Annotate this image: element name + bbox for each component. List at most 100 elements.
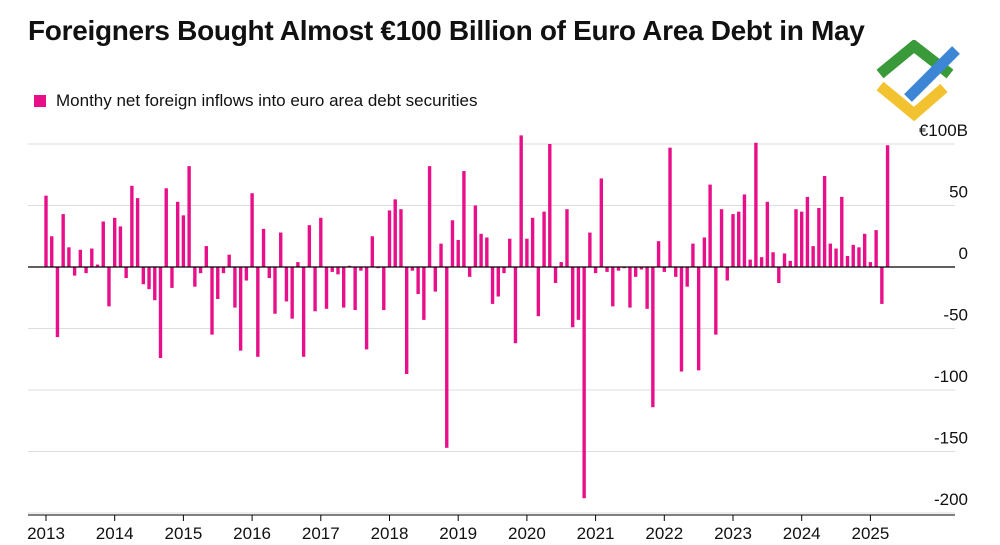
bar (828, 243, 833, 267)
x-tick-label: 2024 (783, 524, 821, 543)
bar (296, 262, 300, 267)
bar (416, 267, 420, 295)
bar (72, 267, 77, 276)
bar (107, 267, 111, 307)
bar (227, 254, 231, 267)
bar (267, 267, 271, 279)
bar (628, 267, 632, 308)
bar (61, 214, 65, 267)
bar (404, 267, 409, 375)
bar (639, 267, 644, 270)
bar (662, 267, 666, 272)
bar (759, 257, 764, 267)
y-tick-label: 50 (949, 183, 968, 202)
x-tick-label: 2013 (27, 524, 65, 543)
bar (519, 135, 523, 267)
bar (708, 184, 712, 267)
bar (101, 221, 105, 267)
bar (502, 267, 506, 274)
x-tick-label: 2021 (577, 524, 615, 543)
bar (742, 194, 747, 267)
bar (55, 267, 60, 338)
bar (525, 238, 529, 267)
bar (364, 267, 369, 350)
bar (725, 267, 729, 281)
bar (508, 238, 512, 267)
bar (548, 144, 552, 267)
bar (593, 267, 598, 274)
bar (181, 215, 186, 267)
bar (330, 267, 334, 272)
bar (862, 233, 867, 267)
bar (153, 267, 157, 301)
bar (542, 211, 546, 267)
bar (290, 267, 294, 319)
bar (50, 236, 54, 267)
bar (393, 199, 397, 267)
bar (782, 253, 787, 267)
bar (582, 267, 586, 499)
bar (737, 211, 741, 267)
bar (307, 225, 312, 267)
x-tick-label: 2017 (302, 524, 340, 543)
x-tick-label: 2023 (714, 524, 752, 543)
bar (496, 267, 500, 297)
bar (800, 211, 804, 267)
bar (490, 267, 495, 304)
x-tick-label: 2014 (96, 524, 134, 543)
bar (342, 267, 346, 308)
bar (885, 145, 890, 267)
bar (130, 185, 134, 267)
bar (794, 209, 798, 267)
bar (427, 166, 432, 267)
bar (44, 195, 48, 267)
bar (187, 166, 191, 267)
bar (462, 171, 466, 267)
bar (175, 201, 180, 267)
bar (198, 267, 203, 274)
bar (616, 267, 621, 271)
bar (473, 205, 478, 267)
bar (748, 259, 752, 267)
bar (576, 267, 581, 320)
bar (439, 243, 443, 267)
bar (113, 217, 117, 267)
bar (571, 267, 575, 328)
bar (645, 267, 649, 309)
bar (193, 267, 197, 287)
bar (216, 267, 220, 299)
bar (158, 267, 163, 359)
bar (256, 267, 260, 357)
bar (164, 188, 168, 267)
y-tick-label: -200 (934, 490, 968, 509)
bar (170, 267, 174, 288)
bar (565, 209, 569, 267)
bar (324, 267, 329, 309)
bar (84, 267, 88, 274)
bar (605, 267, 609, 272)
bar (456, 239, 460, 267)
bar (284, 267, 289, 302)
bar (559, 262, 563, 267)
y-tick-label: -100 (934, 367, 968, 386)
bar (485, 237, 489, 267)
bar (599, 178, 604, 267)
chart-title: Foreigners Bought Almost €100 Billion of… (28, 15, 865, 46)
bar (204, 246, 208, 267)
bar (845, 255, 850, 267)
bar (313, 267, 317, 312)
bar (691, 243, 695, 267)
bar (479, 233, 483, 267)
legend-swatch (34, 95, 46, 107)
bar (851, 244, 855, 267)
bar (387, 210, 392, 267)
bar (301, 267, 306, 357)
bar (771, 252, 775, 267)
bar (78, 249, 83, 267)
legend: Monthy net foreign inflows into euro are… (34, 91, 477, 111)
bar (147, 267, 151, 290)
bar (118, 226, 123, 267)
x-tick-label: 2016 (233, 524, 271, 543)
bar (467, 267, 472, 277)
bar (679, 267, 684, 372)
